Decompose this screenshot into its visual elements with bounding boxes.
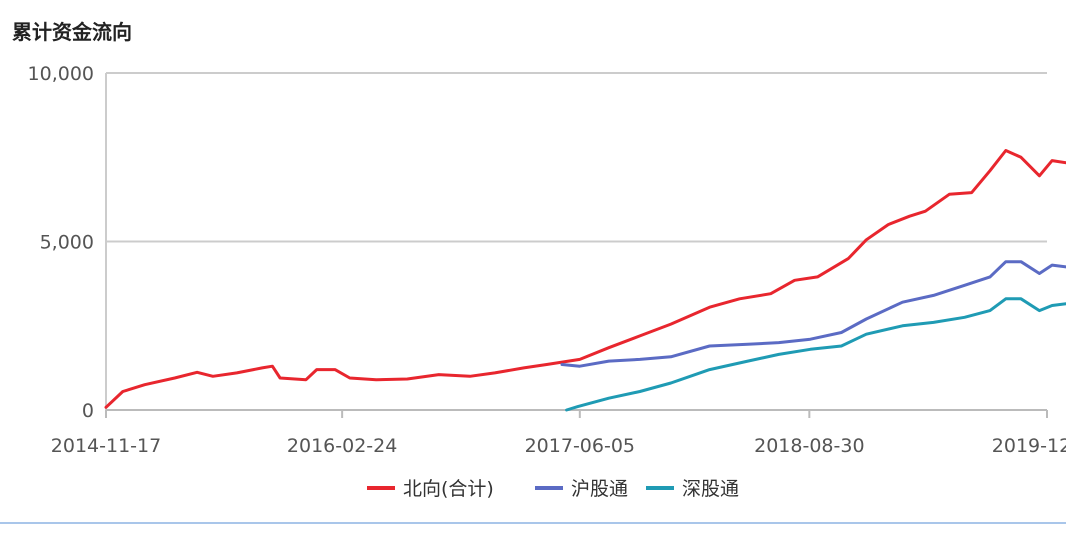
legend-label: 深股通 [682, 478, 739, 500]
legend-label: 沪股通 [571, 478, 628, 500]
series-line [560, 260, 1066, 368]
x-tick-label: 2014-11-17 [51, 435, 161, 457]
series-line [565, 297, 1066, 412]
x-tick-label: 2018-08-30 [754, 435, 864, 457]
x-tick-label: 2016-02-24 [287, 435, 397, 457]
y-tick-label: 5,000 [40, 232, 94, 254]
x-tick-label: 2017-06-05 [525, 435, 635, 457]
legend-label: 北向(合计) [403, 478, 494, 500]
page-title: 累计资金流向 [12, 20, 132, 44]
x-tick-label: 2019-12-10 [992, 435, 1066, 457]
bottom-divider [0, 522, 1066, 524]
series-line [104, 149, 1066, 409]
y-tick-label: 10,000 [28, 63, 94, 85]
y-tick-label: 0 [82, 400, 94, 422]
